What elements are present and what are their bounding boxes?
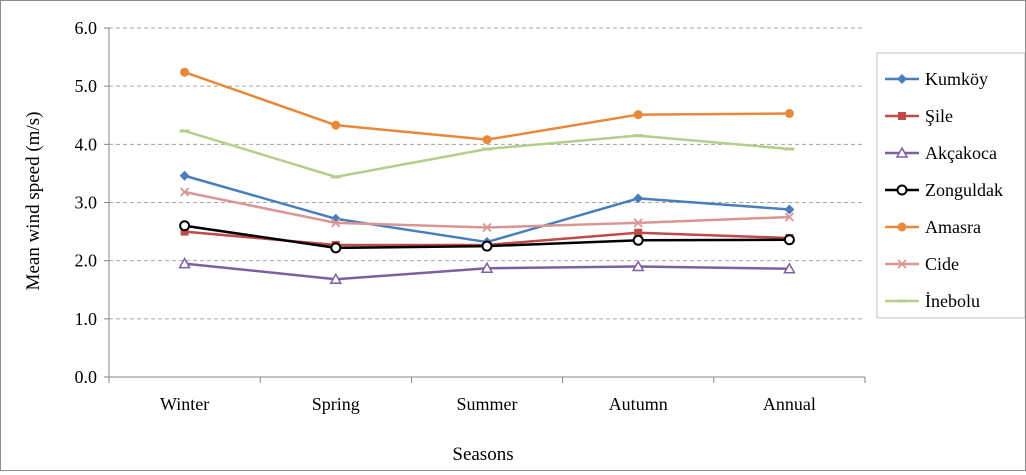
data-point bbox=[631, 259, 645, 272]
series-line bbox=[184, 71, 790, 141]
x-tick-label: Autumn bbox=[609, 394, 668, 414]
series-2 bbox=[178, 257, 796, 285]
gridlines bbox=[109, 27, 865, 320]
y-tick-label: 5.0 bbox=[75, 76, 98, 96]
legend-item: Amasra bbox=[885, 217, 981, 237]
legend-label: Kumköy bbox=[925, 69, 988, 89]
data-point bbox=[180, 67, 190, 77]
y-tick-label: 3.0 bbox=[75, 193, 98, 213]
y-axis-title: Mean wind speed (m/s) bbox=[23, 112, 44, 291]
data-point bbox=[634, 228, 643, 237]
data-point bbox=[179, 170, 190, 181]
y-axis-ticks: 0.0 1.0 2.0 3.0 4.0 5.0 6.0 bbox=[75, 18, 109, 387]
y-tick-label: 6.0 bbox=[75, 18, 98, 38]
data-point bbox=[331, 218, 341, 228]
x-axis-title: Seasons bbox=[452, 444, 513, 465]
legend-label: İnebolu bbox=[925, 291, 980, 311]
legend-item: İnebolu bbox=[885, 291, 980, 311]
series-3 bbox=[179, 220, 795, 254]
series-lines bbox=[178, 67, 796, 285]
legend-item: Kumköy bbox=[885, 69, 988, 89]
data-point bbox=[633, 218, 643, 228]
legend-marker bbox=[896, 184, 908, 196]
legend-marker bbox=[897, 222, 907, 232]
data-point bbox=[633, 193, 644, 204]
legend-item: Zonguldak bbox=[885, 180, 1003, 200]
series-4 bbox=[180, 67, 794, 145]
series-line bbox=[184, 190, 790, 229]
data-point bbox=[482, 135, 492, 145]
legend-label: Cide bbox=[925, 254, 959, 274]
data-point bbox=[482, 222, 492, 233]
data-point bbox=[179, 220, 191, 232]
legend-marker bbox=[897, 74, 907, 84]
data-point bbox=[480, 261, 494, 273]
legend-label: Amasra bbox=[925, 217, 981, 237]
x-tick-label: Summer bbox=[457, 394, 518, 414]
data-point bbox=[180, 227, 189, 236]
legend-marker bbox=[898, 112, 906, 120]
legend-marker bbox=[895, 146, 909, 158]
data-point bbox=[329, 272, 343, 285]
legend: Kumköy Şile Akçakoca Zonguldak Amasra Cide İne… bbox=[876, 52, 1026, 319]
y-tick-label: 1.0 bbox=[75, 309, 98, 329]
legend-item: Akçakoca bbox=[885, 143, 997, 163]
data-point bbox=[784, 109, 794, 119]
data-point bbox=[632, 234, 644, 246]
data-point bbox=[481, 240, 493, 252]
legend-item: Cide bbox=[885, 254, 959, 274]
data-point bbox=[331, 120, 341, 130]
data-point bbox=[783, 262, 796, 274]
data-point bbox=[178, 257, 191, 269]
x-axis: Winter Spring Summer Autumn Annual bbox=[108, 28, 866, 414]
legend-marker bbox=[897, 259, 907, 269]
series-line bbox=[184, 174, 790, 244]
legend-item: Şile bbox=[885, 106, 953, 126]
x-tick-label: Spring bbox=[312, 394, 360, 414]
legend-label: Zonguldak bbox=[925, 180, 1003, 200]
x-tick-label: Winter bbox=[160, 394, 209, 414]
y-tick-label: 4.0 bbox=[75, 134, 98, 154]
x-tick-label: Annual bbox=[763, 394, 816, 414]
y-tick-label: 0.0 bbox=[75, 367, 98, 387]
y-tick-label: 2.0 bbox=[75, 251, 98, 271]
data-point bbox=[784, 204, 795, 215]
data-point bbox=[179, 187, 190, 197]
data-point bbox=[330, 242, 342, 254]
series-5 bbox=[179, 187, 795, 233]
legend-label: Akçakoca bbox=[925, 143, 997, 163]
data-point bbox=[633, 110, 643, 120]
data-point bbox=[784, 212, 795, 222]
legend-label: Şile bbox=[925, 106, 953, 126]
data-point bbox=[783, 234, 795, 246]
series-6 bbox=[179, 129, 795, 179]
